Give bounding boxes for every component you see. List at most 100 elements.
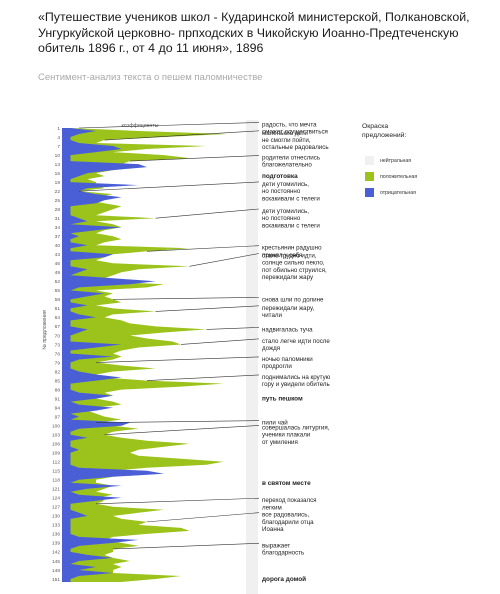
- y-tick-label: 28: [55, 207, 61, 213]
- legend-swatch-positive: [365, 172, 374, 181]
- annotation: стало трудно идти,солнце сильно пекло,по…: [189, 253, 327, 281]
- y-tick-label: 94: [55, 405, 61, 411]
- leader-line: [155, 305, 260, 312]
- y-tick-label: 136: [52, 532, 60, 538]
- annotation-text: пот обильно струился,: [262, 267, 327, 274]
- y-tick-label: 13: [55, 162, 61, 168]
- annotation-text: Иоанна: [262, 526, 284, 533]
- leader-line: [95, 356, 260, 363]
- leader-line: [78, 181, 260, 192]
- annotation-text: остальные радовались: [262, 144, 329, 151]
- chart-subtitle: Сентимент-анализ текста о пешем паломнич…: [38, 72, 263, 83]
- section-label: путь пешком: [262, 396, 303, 403]
- sentiment-areas: [62, 128, 227, 582]
- annotation-text: дети утомились,: [262, 208, 309, 215]
- y-axis-label: № предложения: [42, 310, 48, 350]
- annotation-text: дети утомились,: [262, 181, 309, 188]
- annotation-text: вскакивали с телеги: [262, 195, 320, 202]
- annotation-text: поднимались на крутую: [262, 374, 331, 381]
- y-tick-label: 19: [55, 180, 61, 186]
- annotation-text: совершалась литургия,: [262, 425, 330, 432]
- y-tick-label: 49: [55, 270, 61, 276]
- annotation-text: путь пешком: [262, 396, 303, 403]
- y-tick-label: 1: [57, 126, 60, 132]
- y-tick-label: 67: [55, 324, 61, 330]
- y-tick-label: 118: [52, 478, 60, 484]
- annotation-text: выражает: [262, 542, 290, 549]
- y-tick-label: 79: [55, 360, 61, 366]
- annotation-text: солнце сильно пекло,: [262, 260, 325, 267]
- annotation-text: переход показался: [262, 497, 317, 504]
- y-axis-ticks: 1 4 7 10 13 16 19 22 25 28 31 34 37 40 43 46 49 52 55 58 61 6…: [52, 126, 60, 583]
- annotation-text: стало трудно идти,: [262, 253, 317, 260]
- y-tick-label: 10: [55, 153, 61, 159]
- area-positive: [62, 128, 227, 582]
- leader-line: [112, 297, 260, 300]
- y-tick-label: 112: [52, 460, 60, 466]
- annotation: надвигалась туча: [206, 326, 313, 333]
- y-tick-label: 82: [55, 369, 61, 375]
- leader-line: [95, 497, 260, 505]
- legend-label-positive: положительная: [380, 174, 417, 180]
- area-negative: [62, 128, 164, 582]
- y-tick-label: 97: [55, 414, 61, 420]
- y-tick-label: 100: [52, 424, 60, 430]
- legend-label-neutral: нейтральная: [380, 157, 411, 164]
- y-tick-label: 127: [52, 505, 60, 511]
- annotation-text: радость, что мечта: [262, 121, 317, 128]
- annotation-text: ночью паломники: [262, 356, 313, 363]
- y-tick-label: 55: [55, 288, 61, 294]
- y-tick-label: 124: [52, 496, 60, 502]
- y-tick-label: 130: [52, 514, 60, 520]
- annotation-text: благожелательно: [262, 162, 312, 169]
- annotation-text: гору и увидели обитель: [262, 381, 330, 388]
- annotation-text: не смогли пойти,: [262, 137, 311, 144]
- section-label: дорога домой: [262, 575, 306, 583]
- y-tick-label: 64: [55, 315, 61, 321]
- annotation-text: сможет осуществиться: [262, 129, 328, 136]
- annotation-text: благодарность: [262, 550, 304, 557]
- annotation-text: легким: [262, 504, 282, 511]
- y-tick-label: 4: [57, 135, 60, 141]
- annotation-text: снова шли по долине: [262, 296, 324, 303]
- annotation-text: от умиления: [262, 439, 298, 446]
- leader-line: [95, 420, 260, 423]
- y-tick-label: 142: [52, 550, 60, 556]
- y-tick-label: 109: [52, 451, 60, 457]
- annotation-text: продрогли: [262, 363, 292, 370]
- y-tick-label: 70: [55, 333, 61, 339]
- y-tick-label: 52: [55, 279, 61, 285]
- legend-label-negative: отрицательная: [380, 190, 416, 196]
- y-tick-label: 46: [55, 261, 61, 267]
- legend-title: Окраска предложений:: [362, 123, 406, 139]
- annotation-text: принял у себя: [262, 252, 302, 259]
- y-tick-label: 34: [55, 225, 61, 231]
- annotation-text: дождя: [262, 345, 280, 352]
- leader-line: [180, 338, 260, 345]
- y-tick-label: 145: [52, 559, 60, 565]
- y-tick-label: 133: [52, 523, 60, 529]
- y-tick-label: 7: [57, 144, 60, 150]
- annotation-text: читали: [262, 312, 282, 319]
- annotation-text: в святом месте: [262, 480, 311, 487]
- annotation-text: подготовка: [262, 173, 298, 180]
- leader-line: [189, 253, 260, 267]
- y-tick-label: 103: [52, 433, 60, 439]
- annotation-text: все радовались,: [262, 512, 309, 519]
- legend: Окраска предложений: нейтральная положит…: [362, 123, 417, 197]
- y-tick-label: 31: [55, 216, 61, 222]
- legend-swatch-neutral: [365, 156, 374, 165]
- leader-line: [155, 208, 260, 219]
- annotation-text: дорога домой: [262, 575, 306, 583]
- y-tick-label: 37: [55, 234, 61, 240]
- annotation-text: ученики плакали: [262, 432, 311, 439]
- y-tick-label: 121: [52, 487, 60, 493]
